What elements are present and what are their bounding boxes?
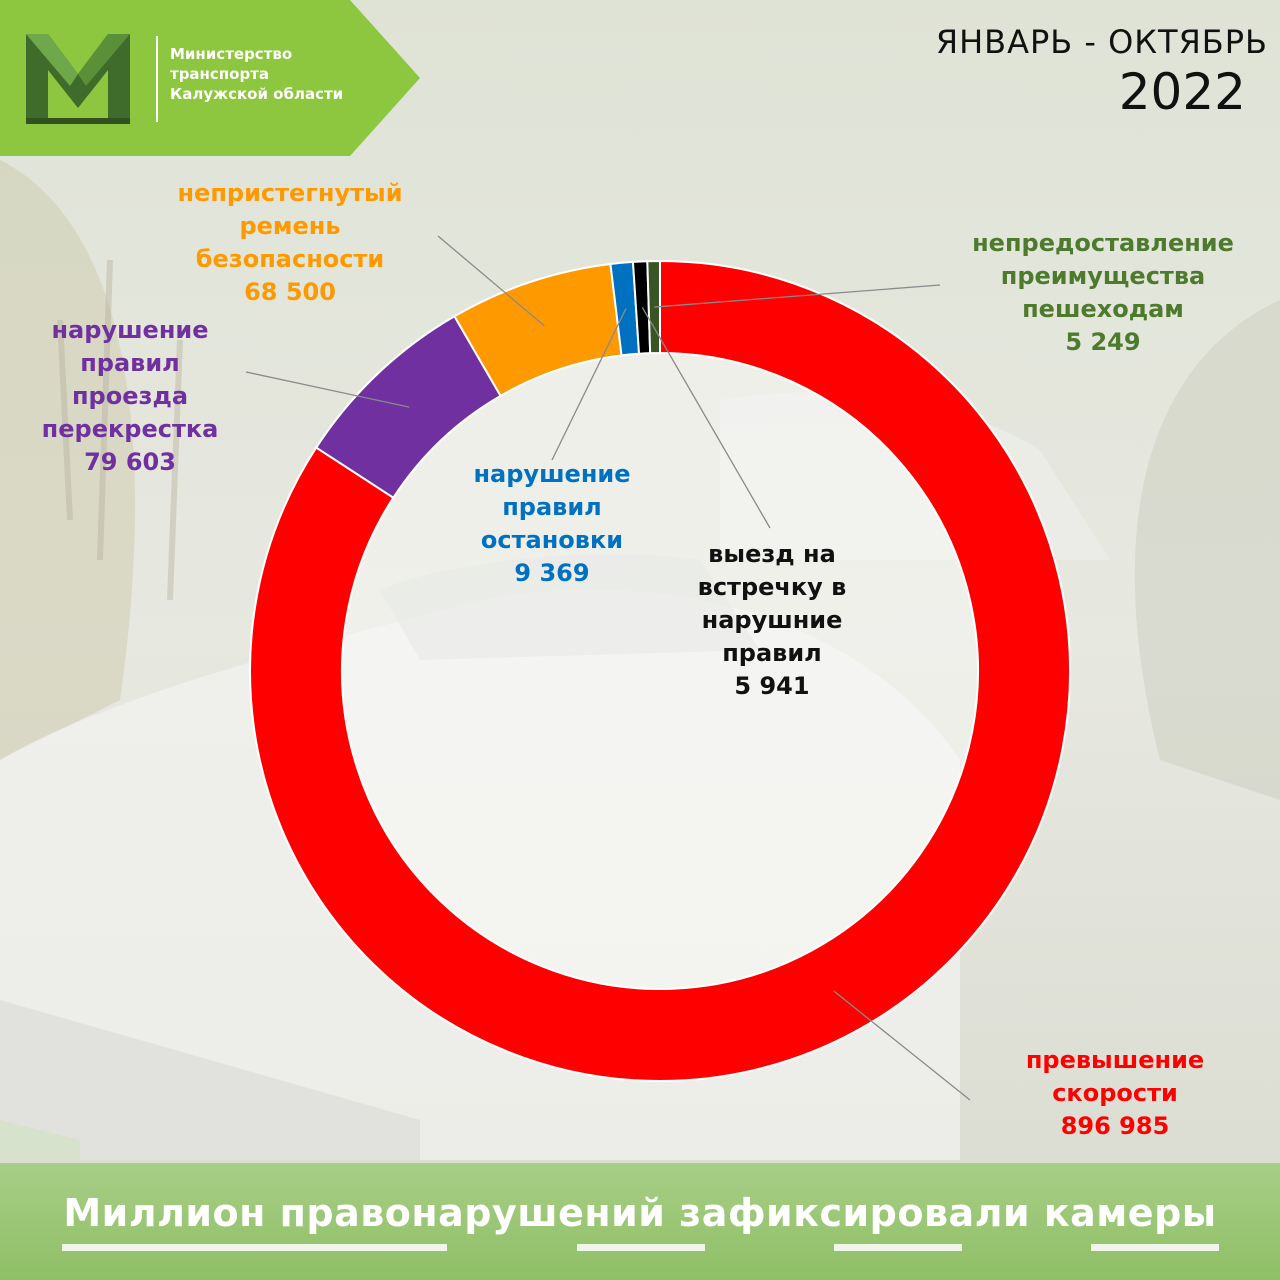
- ministry-name-line: Министерство: [170, 45, 293, 63]
- label-stopping-line: остановки: [480, 526, 624, 554]
- label-seatbelt-line: безопасности: [195, 245, 385, 273]
- label-pedestrians-value: 5 249: [1065, 328, 1141, 356]
- label-intersection-line: перекрестка: [41, 415, 219, 443]
- label-oncoming-value: 5 941: [734, 672, 810, 700]
- label-oncoming: выезд на встречку в нарушние правил 5 94…: [672, 538, 872, 703]
- label-seatbelt-value: 68 500: [244, 278, 336, 306]
- label-stopping-line: нарушение: [473, 460, 631, 488]
- label-seatbelt: непристегнутый ремень безопасности 68 50…: [160, 177, 420, 309]
- label-oncoming-line: нарушние: [701, 606, 843, 634]
- ministry-name-line: транспорта: [170, 65, 270, 83]
- period-months: ЯНВАРЬ - ОКТЯБРЬ: [935, 23, 1268, 61]
- label-speed: превышение скорости 896 985: [1000, 1044, 1230, 1143]
- logo-divider: [156, 36, 158, 122]
- footer-title: Миллион правонарушений зафиксировали кам…: [63, 1191, 1217, 1235]
- leader-line-seatbelt: [437, 235, 545, 327]
- footer-decor-line: [834, 1244, 962, 1251]
- label-oncoming-line: выезд на: [708, 540, 836, 568]
- label-oncoming-line: правил: [722, 639, 822, 667]
- footer-banner: Миллион правонарушений зафиксировали кам…: [0, 1163, 1280, 1280]
- footer-decor-line: [1091, 1244, 1219, 1251]
- period-year: 2022: [1118, 63, 1246, 121]
- label-stopping: нарушение правил остановки 9 369: [452, 458, 652, 590]
- donut-slice-pedestrians: [646, 259, 661, 355]
- leader-line-intersection: [245, 371, 410, 408]
- donut-inner-backdrop: [342, 353, 978, 989]
- label-intersection-value: 79 603: [84, 448, 176, 476]
- ministry-name: Министерство транспорта Калужской област…: [170, 44, 410, 104]
- label-pedestrians-line: пешеходам: [1022, 295, 1184, 323]
- label-speed-line: превышение: [1025, 1046, 1205, 1074]
- label-speed-line: скорости: [1052, 1079, 1178, 1107]
- label-intersection-line: проезда: [71, 382, 189, 410]
- label-speed-value: 896 985: [1060, 1112, 1170, 1140]
- ministry-logo-icon: [26, 34, 130, 124]
- leader-line-speed: [833, 990, 971, 1101]
- donut-slice-speed: [249, 259, 1071, 1082]
- label-pedestrians: непредоставление преимущества пешеходам …: [950, 227, 1256, 359]
- leader-line-pedestrians: [654, 284, 941, 308]
- period: ЯНВАРЬ - ОКТЯБРЬ 2022: [936, 22, 1268, 122]
- leader-line-stopping: [551, 308, 627, 461]
- label-seatbelt-line: непристегнутый: [177, 179, 403, 207]
- footer-decor-line: [577, 1244, 705, 1251]
- footer-decor-line: [62, 1244, 447, 1251]
- label-intersection-line: правил: [80, 349, 180, 377]
- label-intersection: нарушение правил проезда перекрестка 79 …: [20, 314, 240, 479]
- label-oncoming-line: встречку в: [697, 573, 847, 601]
- ministry-name-line: Калужской области: [170, 85, 344, 103]
- header-banner: [0, 0, 420, 156]
- label-pedestrians-line: непредоставление: [972, 229, 1234, 257]
- leader-lines: [245, 235, 971, 1101]
- label-seatbelt-line: ремень: [239, 212, 341, 240]
- label-intersection-line: нарушение: [51, 316, 209, 344]
- label-pedestrians-line: преимущества: [1000, 262, 1206, 290]
- label-stopping-value: 9 369: [514, 559, 590, 587]
- leader-line-oncoming: [641, 307, 771, 529]
- label-stopping-line: правил: [502, 493, 602, 521]
